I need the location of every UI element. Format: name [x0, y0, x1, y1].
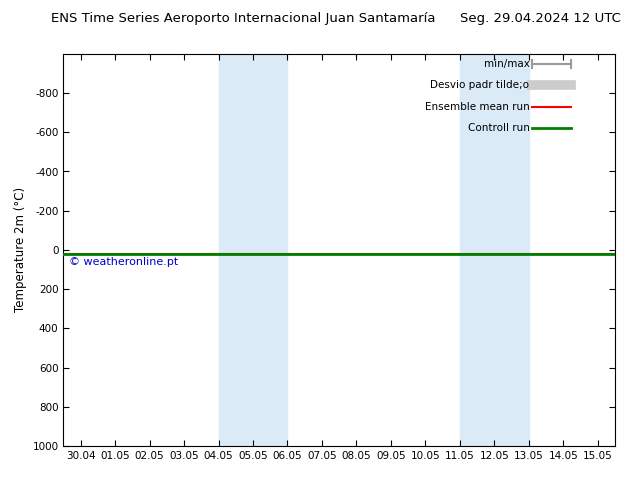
Text: min/max: min/max — [484, 59, 529, 69]
Text: Controll run: Controll run — [468, 123, 529, 133]
Text: Ensemble mean run: Ensemble mean run — [425, 102, 529, 112]
Text: © weatheronline.pt: © weatheronline.pt — [69, 257, 178, 267]
Text: Desvio padr tilde;o: Desvio padr tilde;o — [430, 80, 529, 90]
Text: Seg. 29.04.2024 12 UTC: Seg. 29.04.2024 12 UTC — [460, 12, 621, 25]
Bar — [460, 54, 529, 446]
Bar — [219, 54, 287, 446]
Text: ENS Time Series Aeroporto Internacional Juan Santamaría: ENS Time Series Aeroporto Internacional … — [51, 12, 435, 25]
Y-axis label: Temperature 2m (°C): Temperature 2m (°C) — [14, 187, 27, 313]
